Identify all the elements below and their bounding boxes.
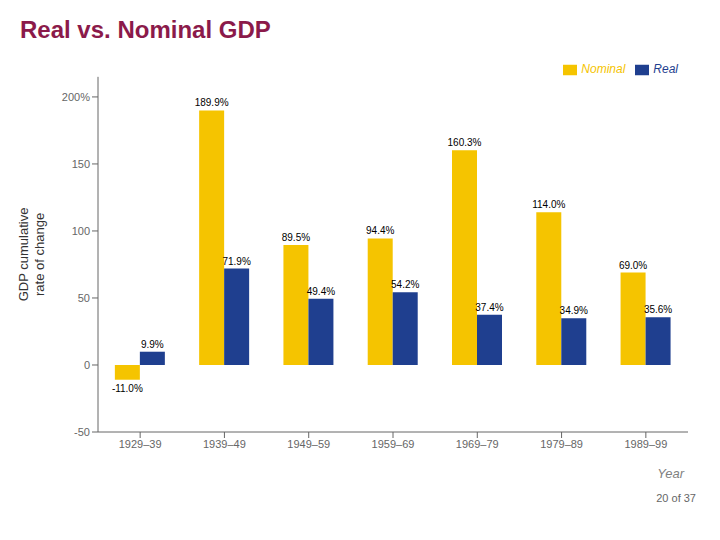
svg-text:34.9%: 34.9% — [560, 305, 588, 316]
svg-text:100: 100 — [72, 225, 90, 237]
svg-text:54.2%: 54.2% — [391, 279, 419, 290]
svg-text:49.4%: 49.4% — [307, 286, 335, 297]
svg-text:94.4%: 94.4% — [366, 225, 394, 236]
svg-text:Year: Year — [657, 466, 684, 481]
svg-text:1969–79: 1969–79 — [456, 438, 499, 450]
svg-text:89.5%: 89.5% — [282, 232, 310, 243]
svg-text:160.3%: 160.3% — [448, 137, 482, 148]
html-text:Nominal: Nominal — [581, 62, 626, 76]
svg-text:1939–49: 1939–49 — [203, 438, 246, 450]
svg-text:1989–99: 1989–99 — [624, 438, 667, 450]
svg-text:71.9%: 71.9% — [222, 256, 250, 267]
svg-text:1949–59: 1949–59 — [287, 438, 330, 450]
svg-text:9.9%: 9.9% — [141, 339, 164, 350]
html-text:Real vs. Nominal GDP: Real vs. Nominal GDP — [20, 16, 271, 43]
html-text:20 of 37: 20 of 37 — [656, 492, 696, 504]
svg-text:0: 0 — [84, 359, 90, 371]
svg-text:-11.0%: -11.0% — [112, 383, 143, 394]
svg-text:69.0%: 69.0% — [619, 260, 647, 271]
html-text:Real: Real — [653, 62, 678, 76]
svg-text:1979–89: 1979–89 — [540, 438, 583, 450]
svg-text:1959–69: 1959–69 — [372, 438, 415, 450]
svg-text:114.0%: 114.0% — [532, 199, 565, 210]
svg-text:200%: 200% — [62, 91, 90, 103]
svg-text:150: 150 — [72, 158, 90, 170]
svg-text:37.4%: 37.4% — [475, 302, 503, 313]
svg-text:1929–39: 1929–39 — [119, 438, 162, 450]
svg-text:-50: -50 — [74, 426, 90, 438]
svg-text:189.9%: 189.9% — [195, 97, 229, 108]
svg-text:GDP cumulativerate of change: GDP cumulativerate of change — [16, 208, 47, 302]
svg-text:35.6%: 35.6% — [644, 304, 672, 315]
svg-text:50: 50 — [78, 292, 90, 304]
